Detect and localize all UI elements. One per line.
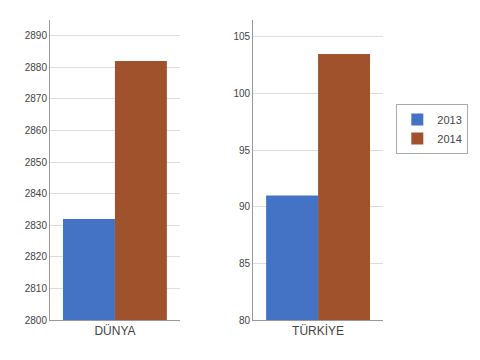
svg-text:2014: 2014	[437, 133, 461, 145]
svg-text:2890: 2890	[25, 30, 48, 41]
svg-text:2880: 2880	[25, 62, 48, 73]
svg-text:105: 105	[233, 31, 250, 42]
svg-text:2840: 2840	[25, 188, 48, 199]
svg-text:2830: 2830	[25, 220, 48, 231]
svg-text:2860: 2860	[25, 125, 48, 136]
svg-text:2870: 2870	[25, 93, 48, 104]
svg-text:85: 85	[239, 258, 251, 269]
svg-text:2820: 2820	[25, 251, 48, 262]
svg-text:2850: 2850	[25, 157, 48, 168]
svg-text:2810: 2810	[25, 283, 48, 294]
svg-text:DÜNYA: DÜNYA	[94, 324, 135, 338]
svg-text:90: 90	[239, 201, 251, 212]
svg-text:TÜRKİYE: TÜRKİYE	[292, 324, 344, 338]
svg-text:100: 100	[233, 88, 250, 99]
svg-text:95: 95	[239, 145, 251, 156]
svg-text:80: 80	[239, 315, 251, 326]
svg-text:2800: 2800	[25, 315, 48, 326]
svg-text:2013: 2013	[437, 114, 461, 126]
